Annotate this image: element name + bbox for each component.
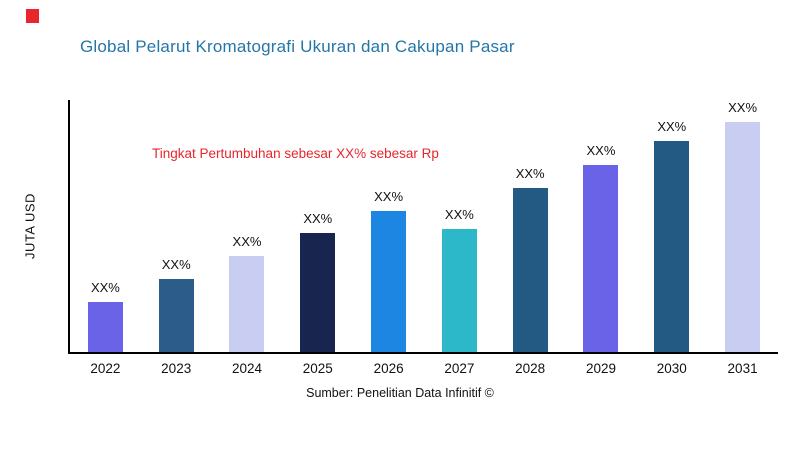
bar-value-label-2031: XX% xyxy=(728,100,758,115)
bar-group-2023: XX% xyxy=(141,100,212,352)
bar-2024 xyxy=(229,256,265,352)
bar-2029 xyxy=(583,164,619,352)
x-tick-2030: 2030 xyxy=(656,361,687,376)
bar-2022 xyxy=(87,301,123,352)
bar-2026 xyxy=(371,210,407,352)
bar-value-label-2027: XX% xyxy=(444,207,474,223)
x-tick-2026: 2026 xyxy=(373,361,404,376)
bar-group-2024: XX% xyxy=(212,100,283,352)
bar-group-2025: XX% xyxy=(282,100,353,352)
bar-group-2022: XX% xyxy=(70,100,141,352)
x-tick-2024: 2024 xyxy=(231,361,263,376)
bar-value-label-2029: XX% xyxy=(586,142,616,158)
x-tick-2022: 2022 xyxy=(90,361,121,376)
plot-area: Tingkat Pertumbuhan sebesar XX% sebesar … xyxy=(68,100,778,376)
bar-2031 xyxy=(725,122,761,352)
brand-logo-icon xyxy=(26,9,39,23)
source-caption: Sumber: Penelitian Data Infinitif © xyxy=(306,386,494,400)
x-tick-2031: 2031 xyxy=(727,361,758,376)
bar-group-2029: XX% xyxy=(566,100,637,352)
x-tick-2029: 2029 xyxy=(585,361,616,376)
bar-value-label-2030: XX% xyxy=(657,119,687,135)
bar-group-2028: XX% xyxy=(495,100,566,352)
bar-2023 xyxy=(158,279,194,352)
bar-value-label-2024: XX% xyxy=(232,234,262,250)
bar-value-label-2026: XX% xyxy=(374,188,404,204)
bar-2025 xyxy=(300,233,336,352)
bar-value-label-2023: XX% xyxy=(161,257,191,273)
growth-annotation: Tingkat Pertumbuhan sebesar XX% sebesar … xyxy=(152,146,439,161)
x-tick-2023: 2023 xyxy=(161,361,192,376)
x-tick-2025: 2025 xyxy=(302,361,333,376)
x-axis-ticks: 2022 2023 2024 2025 2026 2027 2028 2029 2030 2031 xyxy=(70,361,778,376)
y-axis-label: JUTA USD xyxy=(22,193,38,259)
chart-title: Global Pelarut Kromatografi Ukuran dan C… xyxy=(80,37,515,56)
x-tick-2028: 2028 xyxy=(515,361,546,376)
bar-group-2031: XX% xyxy=(707,100,778,352)
bar-value-label-2028: XX% xyxy=(515,165,545,181)
bar-2027 xyxy=(441,229,477,352)
bar-group-2027: XX% xyxy=(424,100,495,352)
bar-value-label-2025: XX% xyxy=(303,211,333,227)
bar-2028 xyxy=(512,187,548,352)
bar-group-2026: XX% xyxy=(353,100,424,352)
bar-group-2030: XX% xyxy=(636,100,707,352)
x-tick-2027: 2027 xyxy=(444,361,475,376)
bar-value-label-2022: XX% xyxy=(90,279,120,295)
bar-2030 xyxy=(654,141,690,352)
bar-area: XX% XX% XX% XX% XX% XX% XX% XX% XX% XX% xyxy=(70,100,778,352)
